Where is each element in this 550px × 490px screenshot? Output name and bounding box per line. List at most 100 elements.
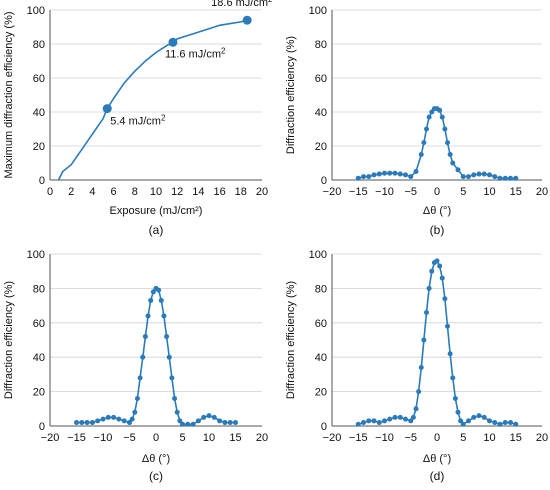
data-point	[355, 421, 361, 427]
data-point	[233, 420, 238, 426]
data-point	[492, 420, 498, 426]
data-point	[445, 140, 450, 146]
data-point	[74, 420, 79, 426]
x-tick-label: 6	[111, 186, 117, 198]
data-point	[460, 174, 466, 180]
data-point	[466, 418, 471, 424]
x-tick-label: −20	[323, 186, 342, 198]
data-point	[132, 409, 138, 415]
series-line	[57, 19, 248, 181]
x-tick-label: 5	[179, 432, 185, 444]
data-point	[79, 420, 85, 426]
data-point	[164, 334, 170, 340]
data-point	[371, 172, 377, 178]
x-tick-label: −20	[323, 432, 342, 444]
x-tick-label: 18	[235, 186, 247, 198]
x-tick-label: 0	[434, 432, 440, 444]
data-point	[387, 170, 393, 176]
data-point	[447, 351, 453, 357]
data-point-highlight	[102, 104, 112, 114]
data-point	[387, 416, 393, 422]
data-label: 5.4 mJ/cm2	[110, 114, 166, 128]
x-tick-label: 20	[256, 186, 268, 198]
data-point	[458, 418, 464, 424]
y-tick-label: 0	[39, 421, 45, 433]
y-tick-label: 40	[315, 352, 327, 364]
chart-panel-a: 0 20 40 60 80 100 0 2 4 6 8 10 12 14 16 18 20 Exposure (m…	[3, 0, 273, 237]
data-point	[421, 337, 427, 343]
data-point	[476, 413, 482, 419]
data-point	[129, 416, 135, 422]
x-tick-label: 10	[150, 186, 162, 198]
data-point	[222, 420, 228, 426]
x-tick-label: 0	[153, 432, 159, 444]
x-tick-label: 5	[460, 186, 466, 198]
x-tick-label: 20	[536, 432, 548, 444]
data-point	[450, 375, 456, 381]
data-point	[227, 420, 233, 426]
data-point	[376, 171, 382, 177]
x-axis-label: Δθ (°)	[142, 453, 170, 465]
data-point	[140, 354, 146, 360]
x-tick-label: 20	[536, 186, 548, 198]
data-point	[397, 414, 403, 420]
data-point	[418, 152, 424, 157]
data-point	[439, 114, 445, 120]
data-point	[142, 334, 148, 340]
data-point	[450, 160, 456, 166]
data-point	[392, 170, 398, 176]
data-point	[408, 174, 414, 180]
data-point	[127, 420, 132, 426]
data-point	[502, 175, 508, 181]
y-tick-label: 40	[315, 107, 327, 119]
data-point	[166, 354, 172, 360]
series-line	[358, 259, 517, 426]
data-point	[421, 140, 427, 146]
y-tick-label: 20	[315, 387, 327, 399]
data-point	[366, 418, 372, 424]
y-axis-label: Diffraction efficiency (%)	[285, 281, 297, 399]
data-point	[502, 420, 508, 426]
y-tick-label: 40	[33, 352, 45, 364]
data-point	[376, 420, 382, 426]
y-tick-label: 80	[33, 39, 45, 51]
data-point	[366, 174, 372, 180]
data-point	[424, 126, 429, 132]
data-point	[442, 296, 448, 302]
y-tick-label: 80	[315, 39, 327, 51]
data-point	[476, 171, 482, 177]
data-point	[100, 416, 106, 422]
x-tick-label: 20	[256, 432, 268, 444]
data-point	[497, 175, 503, 181]
data-point	[371, 418, 377, 424]
x-tick-label: 12	[171, 186, 183, 198]
y-tick-label: 100	[27, 5, 45, 17]
data-point	[355, 175, 361, 181]
x-tick-label: −10	[94, 432, 113, 444]
data-point	[89, 420, 95, 426]
data-point	[418, 365, 424, 371]
data-point	[158, 297, 164, 303]
data-point	[95, 418, 101, 424]
panel-caption: (b)	[430, 223, 445, 237]
x-tick-label: 4	[89, 186, 95, 198]
data-point	[148, 297, 154, 303]
data-point	[426, 285, 432, 291]
data-point	[121, 418, 127, 424]
y-tick-label: 40	[33, 107, 45, 119]
data-point	[455, 167, 461, 173]
data-point	[429, 268, 435, 274]
y-tick-label: 60	[33, 73, 45, 85]
x-tick-label: −10	[375, 186, 394, 198]
y-tick-label: 0	[321, 421, 327, 433]
data-point	[361, 420, 366, 426]
data-point	[145, 313, 151, 319]
data-point	[137, 375, 143, 381]
data-point	[429, 109, 435, 115]
y-tick-label: 60	[315, 73, 327, 85]
data-point	[437, 263, 443, 269]
data-point	[445, 323, 450, 329]
data-label: 18.6 mJ/cm2	[211, 0, 273, 9]
data-point	[471, 172, 477, 178]
